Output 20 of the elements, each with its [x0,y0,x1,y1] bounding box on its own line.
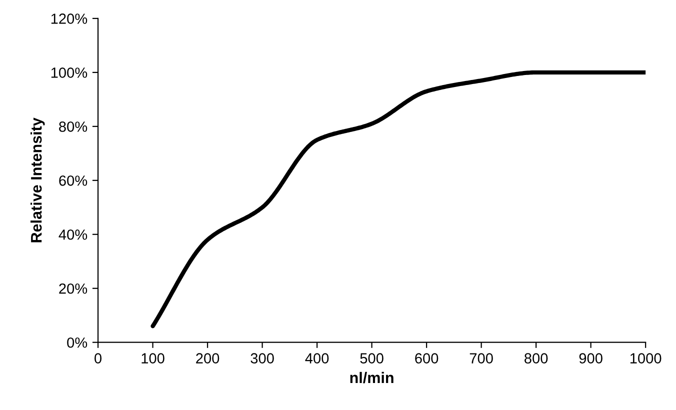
x-tick-label: 1000 [630,353,662,364]
x-tick-label: 300 [250,353,274,364]
x-axis-title: nl/min [350,372,394,384]
x-tick-label: 600 [415,353,438,364]
y-tick-label: 80% [59,122,88,132]
x-tick-label: 700 [470,353,493,364]
y-tick-label: 40% [58,229,88,240]
x-tick-label: 800 [524,353,548,364]
x-tick-label: 200 [196,353,220,364]
y-axis-title: Relative Intensity [30,118,45,242]
x-tick-label: 400 [305,353,329,364]
y-tick-label: 100% [51,68,88,78]
y-tick-label: 0% [67,337,88,348]
y-tick-label: 60% [59,176,88,186]
y-tick-label: 20% [59,283,88,294]
x-tick-label: 0 [94,353,102,364]
x-tick-label: 900 [579,353,602,364]
x-tick-label: 500 [360,353,384,364]
x-tick-label: 100 [142,353,164,364]
y-tick-label: 120% [51,14,88,24]
